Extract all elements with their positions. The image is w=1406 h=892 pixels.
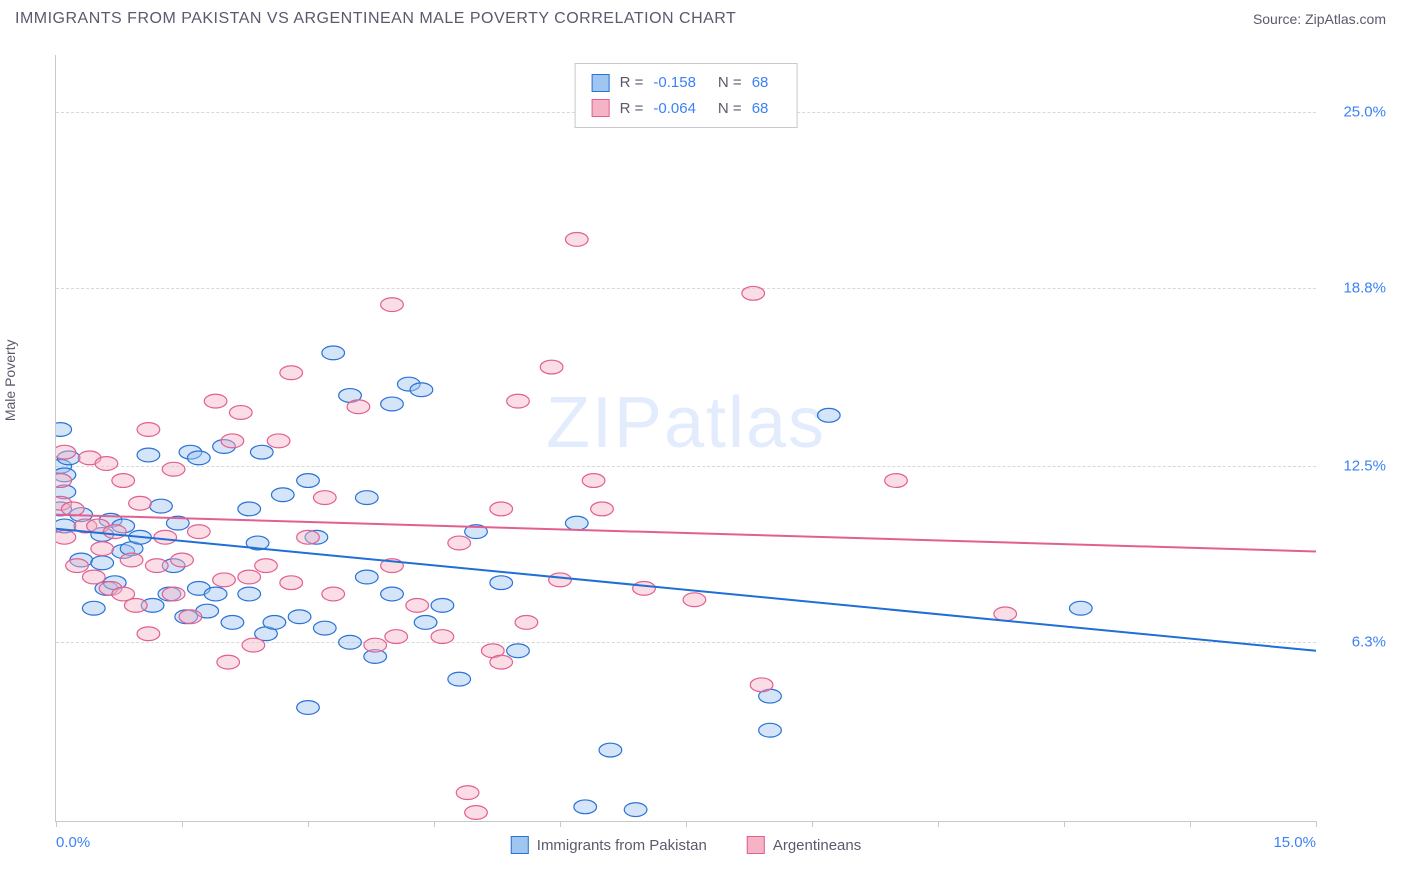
legend-item-1: Immigrants from Pakistan xyxy=(511,836,707,854)
legend-item-2: Argentineans xyxy=(747,836,861,854)
x-tick xyxy=(560,821,561,827)
source-name: ZipAtlas.com xyxy=(1305,11,1386,27)
r-value-2: -0.064 xyxy=(653,96,696,122)
r-value-1: -0.158 xyxy=(653,70,696,96)
correlation-legend: R = -0.158 N = 68 R = -0.064 N = 68 xyxy=(575,63,798,128)
n-label-1: N = xyxy=(718,70,742,96)
series-legend: Immigrants from Pakistan Argentineans xyxy=(511,836,861,854)
y-tick-label: 25.0% xyxy=(1343,103,1386,120)
chart-area: Male Poverty R = -0.158 N = 68 R = -0.06… xyxy=(15,45,1391,862)
legend-swatch-2 xyxy=(592,99,610,117)
scatter-svg xyxy=(56,55,1316,821)
r-label-2: R = xyxy=(620,96,644,122)
legend-swatch-2b xyxy=(747,836,765,854)
x-tick xyxy=(1064,821,1065,827)
y-axis-label: Male Poverty xyxy=(2,339,18,421)
x-tick xyxy=(938,821,939,827)
chart-header: IMMIGRANTS FROM PAKISTAN VS ARGENTINEAN … xyxy=(0,0,1406,38)
x-tick xyxy=(434,821,435,827)
source-label: Source: xyxy=(1253,11,1301,27)
chart-source: Source: ZipAtlas.com xyxy=(1253,11,1386,27)
x-tick xyxy=(1190,821,1191,827)
y-tick-label: 18.8% xyxy=(1343,279,1386,296)
x-tick xyxy=(182,821,183,827)
x-tick xyxy=(308,821,309,827)
legend-row-series1: R = -0.158 N = 68 xyxy=(592,70,781,96)
x-tick-label: 0.0% xyxy=(56,834,90,851)
legend-label-2: Argentineans xyxy=(773,837,861,854)
legend-label-1: Immigrants from Pakistan xyxy=(537,837,707,854)
x-tick xyxy=(1316,821,1317,827)
chart-title: IMMIGRANTS FROM PAKISTAN VS ARGENTINEAN … xyxy=(15,10,736,28)
r-label-1: R = xyxy=(620,70,644,96)
x-tick-label: 15.0% xyxy=(1273,834,1316,851)
n-value-2: 68 xyxy=(752,96,769,122)
x-tick xyxy=(812,821,813,827)
y-tick-label: 12.5% xyxy=(1343,458,1386,475)
legend-row-series2: R = -0.064 N = 68 xyxy=(592,96,781,122)
legend-swatch-1 xyxy=(592,74,610,92)
plot-region: R = -0.158 N = 68 R = -0.064 N = 68 ZIPa… xyxy=(55,55,1316,822)
n-label-2: N = xyxy=(718,96,742,122)
x-tick xyxy=(56,821,57,827)
x-tick xyxy=(686,821,687,827)
legend-swatch-1b xyxy=(511,836,529,854)
n-value-1: 68 xyxy=(752,70,769,96)
y-tick-label: 6.3% xyxy=(1352,634,1386,651)
